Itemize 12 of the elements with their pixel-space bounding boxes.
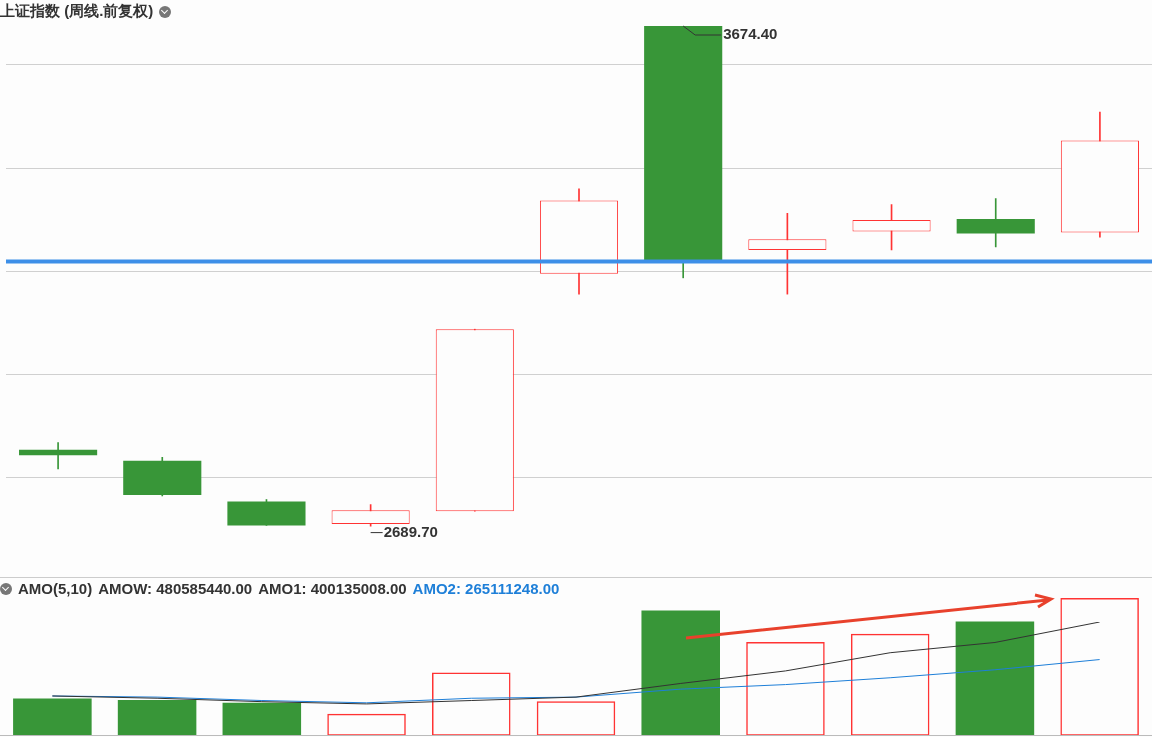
annotation: 3674.40 bbox=[723, 25, 778, 43]
bar bbox=[13, 698, 92, 736]
bar bbox=[222, 702, 302, 736]
bar bbox=[955, 621, 1035, 736]
text: AMO2: 265111248.00 bbox=[412, 580, 560, 597]
text: AMO1: 400135008.00 bbox=[258, 580, 407, 597]
chart-title: 上证指数 (周线.前复权) bbox=[0, 2, 154, 21]
text: AMOW: 480585440.00 bbox=[98, 580, 253, 597]
bar bbox=[641, 610, 720, 736]
bar bbox=[117, 699, 197, 736]
chart-title: AMO(5,10) bbox=[18, 580, 93, 597]
annotation: 2689.70 bbox=[383, 522, 438, 540]
